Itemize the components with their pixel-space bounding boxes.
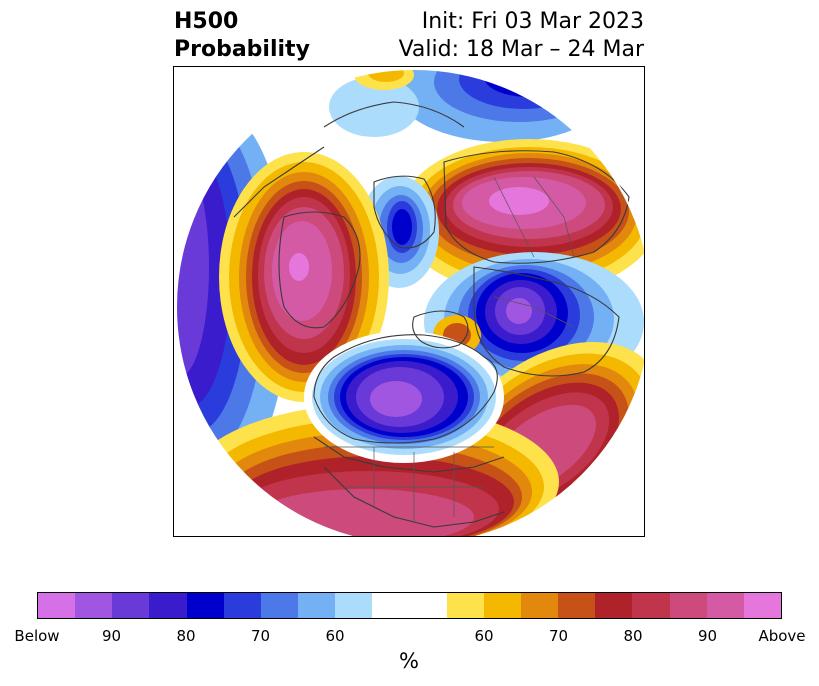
colorbar-tick-label: 70 [250,627,271,645]
valid-range: Valid: 18 Mar – 24 Mar [398,37,644,62]
colorbar-segment-below [298,593,336,618]
colorbar-segment-above [743,593,782,618]
colorbar-segment-above [446,593,484,618]
colorbar [37,592,782,619]
colorbar-segment-above [558,593,596,618]
colorbar-tick-label: 60 [474,627,494,645]
colorbar-tick-label: 90 [101,627,122,645]
colorbar-segment-below [223,593,261,618]
colorbar-tick-label: 70 [548,627,569,645]
colorbar-tick-label: 80 [623,627,643,645]
colorbar-segment-below [38,593,76,618]
init-date: Init: Fri 03 Mar 2023 [421,9,644,34]
colorbar-segment-above [595,593,633,618]
map-panel [173,66,645,537]
colorbar-segment-below [186,593,224,618]
colorbar-segment-neutral [372,593,447,618]
colorbar-segment-above [669,593,707,618]
date-info: Init: Fri 03 Mar 2023 Valid: 18 Mar – 24… [399,8,644,64]
colorbar-tick-label: 90 [697,627,718,645]
anomaly-above-small-top [354,69,414,90]
title-line-1: H500 [174,9,239,34]
country-borders [324,176,575,522]
colorbar-segment-below [260,593,299,618]
colorbar-segment-above [521,593,559,618]
colorbar-segment-above [706,593,744,618]
probability-map [175,68,644,536]
colorbar-segment-below [112,593,150,618]
colorbar-segment-above [483,593,522,618]
colorbar-tick-label: Below [14,627,60,645]
anomaly-above-scandinavia [399,139,644,295]
colorbar-segment-below [149,593,187,618]
anomaly-above-alaska [219,152,389,402]
colorbar-tick-label: 60 [325,627,345,645]
colorbar-unit: % [399,649,419,673]
colorbar-tick-label: Above [758,627,806,645]
anomaly-below-canada [304,331,504,463]
colorbar-segment-below [75,593,113,618]
title-line-2: Probability [174,37,310,62]
colorbar-segment-above [632,593,670,618]
colorbar-segment-below [335,593,373,618]
map-title: H500 Probability [174,8,310,64]
colorbar-tick-label: 80 [176,627,196,645]
